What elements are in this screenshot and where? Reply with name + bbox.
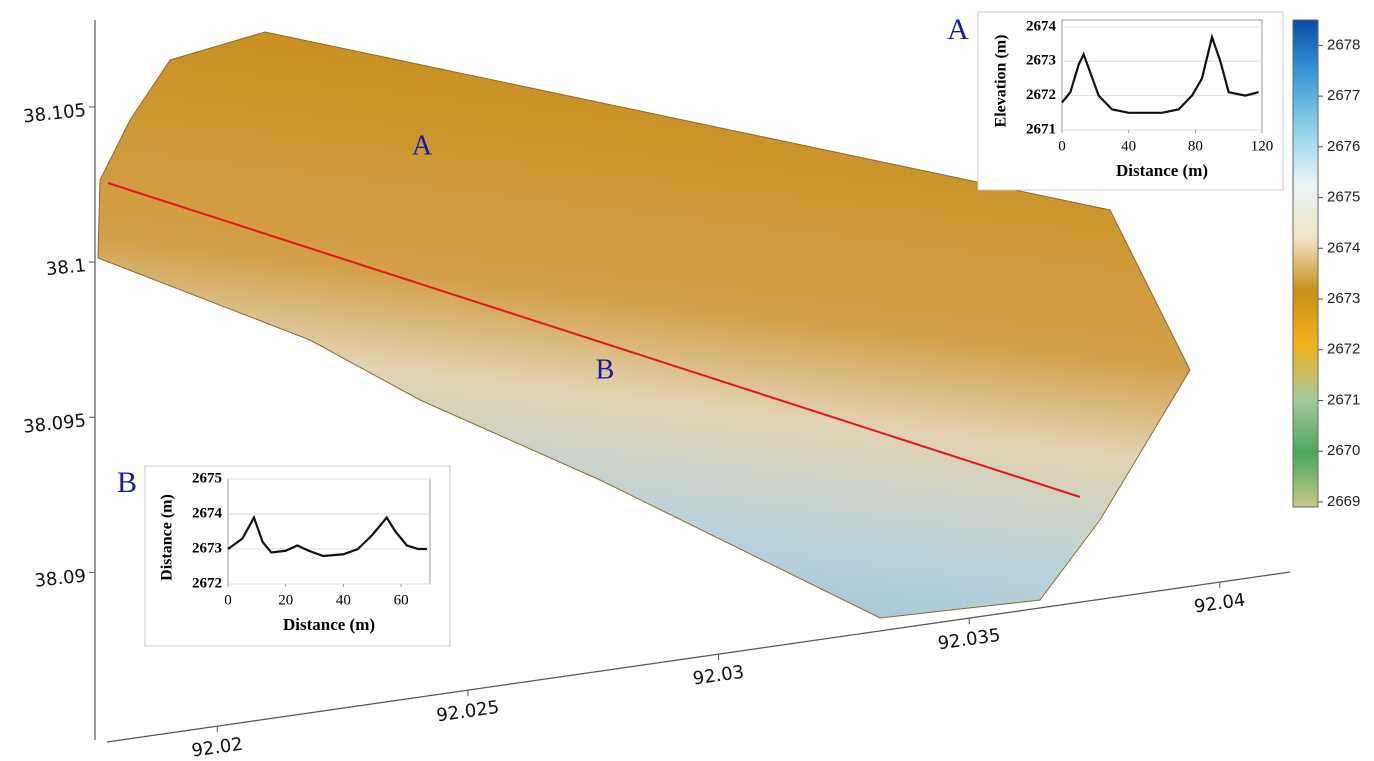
x-tick-label: 80 <box>1188 138 1203 154</box>
y-tick-label: 38.09 <box>34 565 87 591</box>
colorbar-tick-label: 2674 <box>1327 239 1360 256</box>
inset-b: 2672 2673 2674 2675 0 20 40 60 Distance (m) Dista… <box>117 466 450 646</box>
y-tick-label: 2673 <box>1026 53 1056 69</box>
x-tick-label: 120 <box>1251 138 1274 154</box>
inset-a: 2671 2672 2673 2674 0 40 80 120 Distance (m) Elev… <box>947 12 1283 190</box>
colorbar-tick-label: 2675 <box>1327 189 1360 206</box>
profile-label: A <box>412 130 433 161</box>
x-tick-label: 0 <box>1058 138 1066 154</box>
y-tick-label: 2672 <box>192 575 222 591</box>
x-tick-label: 92.02 <box>190 734 244 761</box>
x-tick-label: 40 <box>1121 138 1136 154</box>
figure: 92.02 92.025 92.03 92.035 92.04 38.09 38.095 38… <box>0 0 1374 761</box>
y-tick-label: 2675 <box>192 470 222 486</box>
colorbar-tick-label: 2673 <box>1327 290 1360 307</box>
x-tick-label: 92.04 <box>1193 590 1247 618</box>
x-axis-label: Distance (m) <box>1116 161 1208 180</box>
x-tick-label: 0 <box>224 592 232 608</box>
inset-label: A <box>947 13 969 46</box>
y-tick-label: 2674 <box>192 505 223 521</box>
y-tick-label: 2674 <box>1026 18 1057 34</box>
colorbar-tick-label: 2678 <box>1327 36 1360 53</box>
y-tick-label: 38.105 <box>22 100 87 127</box>
colorbar-tick-label: 2677 <box>1327 87 1360 104</box>
colorbar-tick-label: 2671 <box>1327 391 1360 408</box>
x-tick-label: 92.025 <box>435 697 500 727</box>
y-tick-label: 38.095 <box>22 410 87 437</box>
x-tick-label: 60 <box>394 592 409 608</box>
x-tick-label: 20 <box>278 592 293 608</box>
inset-label: B <box>117 466 137 499</box>
colorbar-tick-label: 2676 <box>1327 138 1360 155</box>
y-axis-label: Elevation (m) <box>993 35 1010 128</box>
y-axis-label: Distance (m) <box>159 494 176 581</box>
y-tick-label: 2673 <box>192 540 222 556</box>
y-tick-label: 2671 <box>1026 121 1056 137</box>
x-tick-label: 92.03 <box>692 662 746 690</box>
colorbar-tick-label: 2669 <box>1327 493 1360 510</box>
colorbar-tick-label: 2672 <box>1327 341 1360 358</box>
colorbar-fill <box>1293 20 1318 507</box>
y-tick-label: 38.1 <box>45 255 87 280</box>
colorbar-tick-label: 2670 <box>1327 442 1360 459</box>
x-tick-label: 40 <box>336 592 351 608</box>
y-tick-label: 2672 <box>1026 87 1056 103</box>
x-axis-label: Distance (m) <box>283 615 375 634</box>
x-tick-label: 92.035 <box>936 625 1001 655</box>
profile-label: B <box>596 354 615 385</box>
colorbar: 2669 2670 2671 2672 2673 2674 2675 2676 2677 2678 <box>1293 20 1360 510</box>
